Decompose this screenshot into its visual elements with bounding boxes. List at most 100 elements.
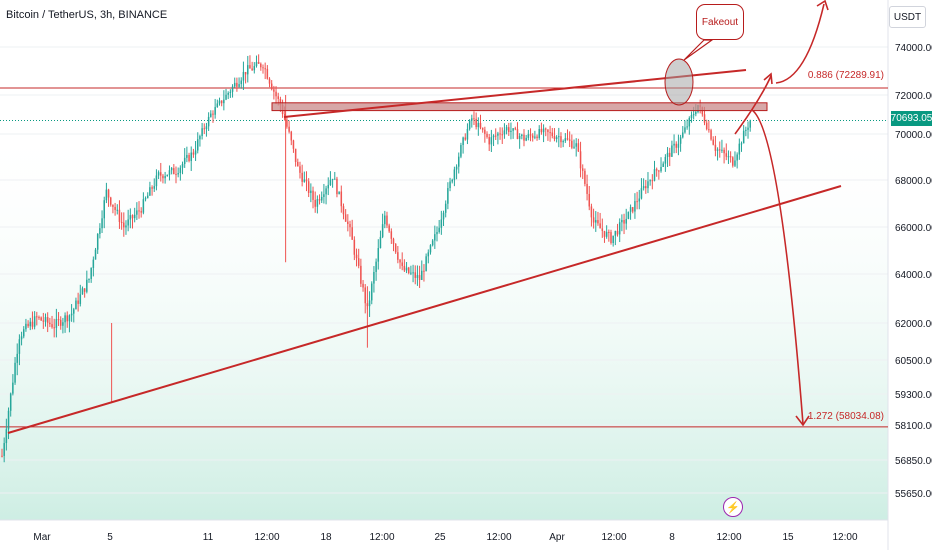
candle-body — [292, 140, 295, 149]
candle-body — [144, 198, 147, 200]
fib-upper-label: 0.886 (72289.91) — [808, 70, 884, 81]
time-tick-label: 12:00 — [832, 532, 857, 543]
candle-body — [233, 82, 236, 87]
fakeout-callout[interactable]: Fakeout — [696, 4, 744, 40]
candle — [70, 304, 73, 322]
candle-body — [151, 187, 153, 189]
candle — [79, 284, 82, 307]
candle — [192, 148, 195, 158]
candle-body — [162, 175, 164, 179]
candle — [588, 186, 591, 211]
candle-body — [105, 189, 108, 201]
candle-body — [434, 234, 436, 241]
candle-body — [299, 166, 301, 173]
candle-body — [599, 223, 601, 229]
candle — [347, 214, 349, 232]
candle — [373, 266, 375, 293]
candle-body — [403, 265, 406, 271]
candle — [125, 220, 127, 235]
candle-body — [77, 300, 79, 304]
candle-body — [103, 200, 105, 219]
candle-body — [421, 270, 423, 280]
candle — [742, 124, 745, 144]
candle-body — [521, 134, 523, 137]
candle-body — [529, 134, 532, 136]
candle — [186, 146, 188, 163]
candle-body — [255, 61, 258, 67]
candle-body — [695, 111, 697, 115]
candle-body — [3, 443, 5, 456]
candle — [516, 122, 519, 140]
candle — [551, 127, 554, 139]
candle — [390, 228, 393, 244]
candle-body — [216, 103, 219, 108]
currency-button[interactable]: USDT — [889, 6, 926, 28]
candle — [325, 185, 327, 205]
candle — [77, 292, 79, 312]
candle-body — [640, 188, 643, 199]
candle — [721, 139, 723, 153]
candle — [55, 308, 58, 338]
candle-body — [325, 188, 327, 195]
candle-body — [170, 168, 173, 171]
candle-body — [49, 322, 51, 325]
candle — [484, 126, 486, 143]
candle — [558, 127, 560, 148]
candle-body — [579, 151, 582, 169]
time-tick-label: 12:00 — [254, 532, 279, 543]
candle — [25, 318, 27, 332]
candle-body — [516, 129, 519, 139]
candle-body — [373, 271, 375, 284]
candle-body — [405, 267, 408, 271]
candle-body — [14, 362, 16, 383]
candle — [649, 179, 651, 186]
arrowhead — [795, 415, 810, 427]
lightning-icon[interactable]: ⚡ — [723, 497, 743, 517]
candle-body — [101, 218, 103, 229]
candle — [658, 169, 660, 180]
candle — [662, 161, 664, 168]
price-tick-label: 66000.00 — [895, 223, 932, 234]
candle — [401, 252, 403, 271]
callout-pointer — [683, 39, 714, 61]
candle — [196, 132, 199, 154]
candle-body — [338, 191, 340, 195]
candle — [18, 334, 21, 366]
candle-body — [355, 254, 358, 259]
candle — [40, 316, 42, 321]
candle — [660, 157, 662, 173]
candle — [631, 206, 634, 214]
candle-body — [347, 221, 349, 225]
candle — [399, 258, 401, 269]
candle — [144, 196, 147, 202]
candle-body — [164, 176, 166, 179]
candle-body — [595, 220, 597, 223]
candle — [251, 61, 253, 71]
candle-body — [440, 219, 443, 228]
candle-body — [112, 204, 114, 207]
candle-body — [575, 143, 577, 147]
candle-body — [123, 222, 125, 228]
candle-body — [457, 156, 460, 167]
candle — [83, 288, 86, 298]
price-tick-label: 68000.00 — [895, 176, 932, 187]
candle-body — [320, 196, 323, 201]
candle — [592, 208, 595, 229]
candle-body — [558, 136, 560, 138]
candle — [571, 134, 573, 150]
candle-body — [353, 239, 356, 255]
candle — [505, 124, 508, 135]
candle-body — [536, 136, 538, 138]
candle — [410, 265, 412, 276]
candle — [142, 192, 145, 215]
candle-body — [399, 259, 401, 263]
price-tick-label: 62000.00 — [895, 319, 932, 330]
candle — [477, 117, 480, 136]
candle — [120, 212, 123, 230]
candle — [201, 122, 203, 140]
candle-body — [592, 217, 595, 223]
candle — [708, 120, 710, 133]
candle — [173, 164, 175, 175]
